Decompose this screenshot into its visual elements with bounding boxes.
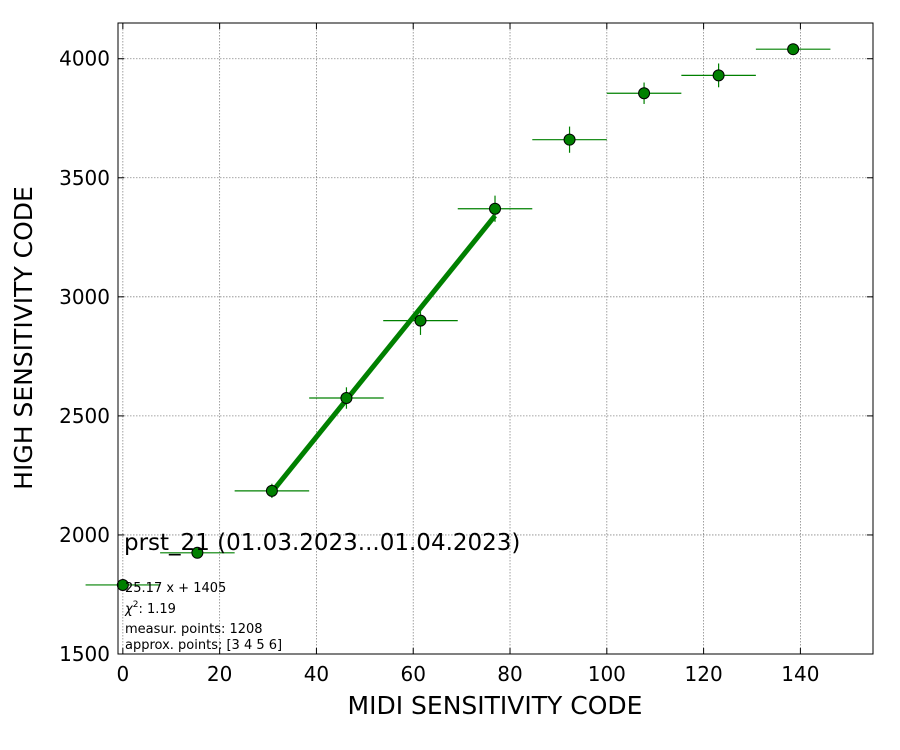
point-marker (489, 202, 502, 215)
x-tick-label: 120 (685, 662, 723, 686)
x-tick-label: 100 (588, 662, 626, 686)
data-point (383, 306, 458, 335)
y-tick-label: 2000 (59, 523, 110, 547)
y-tick-label: 3500 (59, 166, 110, 190)
annotation-approx-points: approx. points: [3 4 5 6] (125, 638, 282, 653)
x-tick-label: 20 (207, 662, 232, 686)
annotation-title: prst_21 (01.03.2023...01.04.2023) (124, 530, 520, 556)
point-marker (638, 87, 651, 100)
point-marker (414, 314, 427, 327)
chi-symbol: χ (124, 602, 134, 617)
point-marker (787, 43, 800, 56)
data-point (681, 63, 756, 88)
points-layer (85, 43, 831, 591)
point-marker (116, 578, 129, 591)
data-point (85, 578, 161, 591)
annotation-chi-square: χ2: 1.19 (124, 600, 176, 617)
plot-frame (117, 22, 874, 655)
point-marker (563, 133, 576, 146)
y-tick-label: 4000 (59, 47, 110, 71)
y-tick-label: 2500 (59, 404, 110, 428)
annotation-measur-points: measur. points: 1208 (125, 622, 263, 637)
x-tick-label: 140 (781, 662, 819, 686)
point-marker (712, 69, 725, 82)
point-marker (340, 392, 353, 405)
data-point (309, 387, 384, 409)
data-point (532, 126, 607, 153)
y-tick-label: 3000 (59, 285, 110, 309)
chi-superscript: 2 (133, 600, 139, 610)
point-marker (191, 546, 204, 559)
data-point (160, 546, 235, 559)
data-point (234, 483, 310, 499)
y-axis-label: HIGH SENSITIVITY CODE (9, 186, 38, 490)
x-tick-label: 80 (497, 662, 522, 686)
fit-layer (269, 214, 497, 494)
data-point (606, 82, 682, 104)
x-tick-label: 60 (400, 662, 425, 686)
point-marker (265, 484, 278, 497)
ticks: 0 20 40 60 80 100 120 140 1500 2000 2500 3000 3500 40… (59, 23, 873, 686)
x-tick-label: 40 (304, 662, 329, 686)
data-point (755, 43, 831, 56)
x-axis-label: MIDI SENSITIVITY CODE (348, 691, 643, 720)
grid (118, 23, 873, 655)
y-tick-label: 1500 (59, 642, 110, 666)
fit-line (269, 214, 497, 494)
annotation-equation: 25.17 x + 1405 (125, 581, 226, 596)
chi-value: : 1.19 (138, 602, 175, 617)
x-tick-label: 0 (116, 662, 129, 686)
data-point (457, 195, 533, 222)
